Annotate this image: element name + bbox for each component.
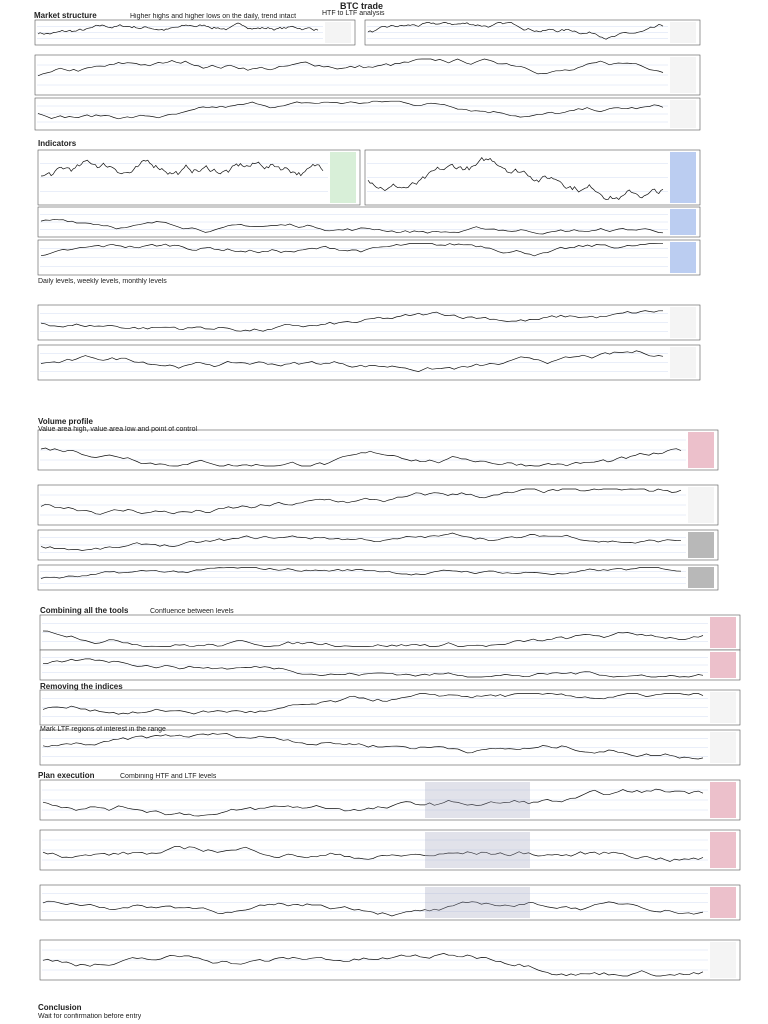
caption: Higher highs and higher lows on the dail… [130,13,297,20]
subtitle: HTF to LTF analysis [322,10,385,17]
zone [425,832,530,868]
price-scale [670,209,696,235]
price-line [40,159,324,177]
price-scale [670,57,696,93]
price-scale [688,487,714,523]
price-scale [710,617,736,648]
caption: Value area high, value area low and poin… [38,426,198,433]
price-line [40,567,682,579]
price-scale [710,832,736,868]
price-line [42,953,704,977]
caption: Confluence between levels [150,608,234,615]
price-line [40,243,663,257]
price-scale [710,732,736,763]
price-line [40,310,663,332]
heading: Conclusion [38,1004,82,1012]
price-scale [670,22,696,43]
heading: Plan execution [38,772,95,780]
price-line [42,845,704,862]
price-scale [670,100,696,128]
caption: Wait for confirmation before entry [38,1013,142,1020]
price-scale [688,532,714,558]
price-scale [710,652,736,678]
zone [425,782,530,818]
caption: Mark LTF regions of interest in the rang… [40,726,166,733]
price-line [42,733,704,760]
price-scale [710,887,736,918]
price-line [42,693,704,715]
price-line [40,218,664,235]
heading: Volume profile [38,418,93,426]
price-scale [670,152,696,203]
price-line [42,900,704,917]
price-scale [325,22,351,43]
price-line [42,788,704,817]
price-line [37,22,319,35]
price-line [40,447,682,467]
price-line [40,350,664,372]
price-scale [670,347,696,378]
price-line [40,532,682,551]
price-scale [710,942,736,978]
caption: Daily levels, weekly levels, monthly lev… [38,278,167,285]
price-scale [670,307,696,338]
title: BTC trade [340,2,384,10]
price-scale [688,567,714,588]
price-line [42,630,704,647]
price-line [37,100,664,120]
price-line [37,58,664,77]
heading: Indicators [38,140,77,148]
price-line [367,22,664,40]
price-line [367,157,664,201]
price-scale [670,242,696,273]
heading: Combining all the tools [40,607,129,615]
zone [425,887,530,918]
heading: Removing the indices [40,683,123,691]
price-scale [330,152,356,203]
price-scale [688,432,714,468]
caption: Combining HTF and LTF levels [120,773,217,780]
price-line [42,658,704,678]
price-scale [710,782,736,818]
price-line [40,488,682,515]
price-scale [710,692,736,723]
heading: Market structure [34,12,97,20]
